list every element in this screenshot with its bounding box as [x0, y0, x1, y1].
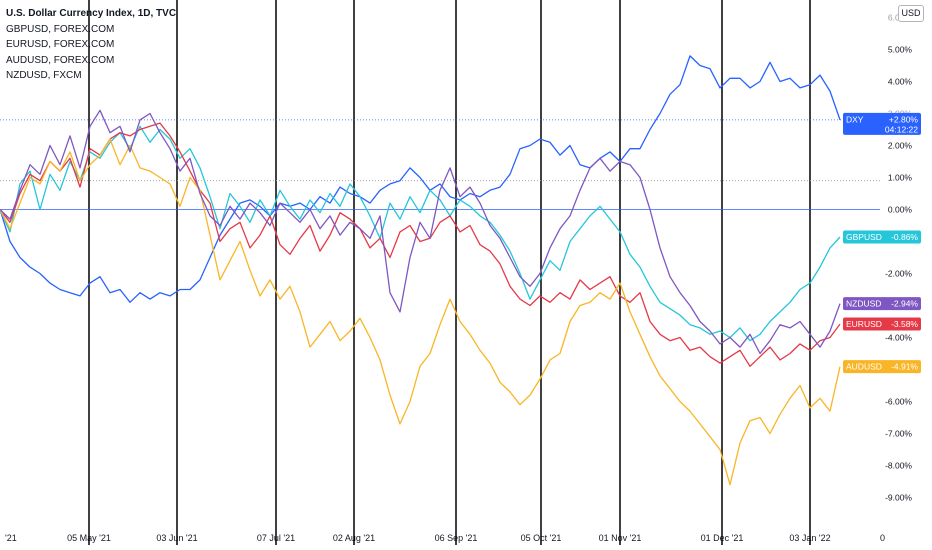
y-tick-label: 5.00% — [888, 45, 913, 55]
series-badge-value: +2.80% — [889, 114, 919, 124]
series-badge-eurusd — [843, 317, 921, 331]
series-badge-value: -3.58% — [891, 319, 918, 329]
series-badge-nzdusd — [843, 297, 921, 311]
legend-line-eurusd[interactable]: EURUSD, FOREX.COM — [6, 39, 115, 50]
legend-line-nzdusd[interactable]: NZDUSD, FXCM — [6, 70, 82, 81]
series-line-audusd — [0, 138, 841, 486]
series-badge-gbpusd — [843, 230, 921, 244]
currency-button[interactable]: USD — [898, 5, 924, 22]
series-badge-name: EURUSD — [846, 319, 882, 329]
series-badge-name: GBPUSD — [846, 232, 882, 242]
series-line-eurusd — [0, 122, 841, 367]
series-badge-dxy — [843, 112, 921, 135]
series-badge-name: AUDUSD — [846, 362, 882, 372]
x-tick-label: 0 — [880, 533, 885, 543]
series-badge-value: -0.86% — [891, 232, 918, 242]
x-tick-label: '21 — [5, 533, 17, 543]
y-tick-label: -4.00% — [885, 333, 912, 343]
series-line-nzdusd — [0, 109, 841, 355]
y-tick-label: 0.00% — [888, 205, 913, 215]
y-tick-label: -6.00% — [885, 397, 912, 407]
y-tick-label: -2.00% — [885, 269, 912, 279]
series-badge-value: -4.91% — [891, 362, 918, 372]
series-badge-countdown: 04:12:22 — [885, 124, 918, 134]
y-tick-label: -9.00% — [885, 493, 912, 503]
series-badge-value: -2.94% — [891, 299, 918, 309]
series-line-gbpusd — [0, 125, 841, 342]
y-tick-label: 1.00% — [888, 173, 913, 183]
legend-title[interactable]: U.S. Dollar Currency Index, 1D, TVC — [6, 8, 177, 19]
y-tick-label: 2.00% — [888, 141, 913, 151]
legend-line-gbpusd[interactable]: GBPUSD, FOREX.COM — [6, 23, 115, 35]
y-tick-label: 4.00% — [888, 77, 913, 87]
legend-line-audusd[interactable]: AUDUSD, FOREX.COM — [6, 54, 115, 66]
series-badge-audusd — [843, 360, 921, 374]
series-badge-name: NZDUSD — [846, 299, 881, 309]
legend: U.S. Dollar Currency Index, 1D, TVC GBPU… — [6, 6, 176, 84]
series-badge-name: DXY — [846, 114, 864, 124]
y-tick-label: -7.00% — [885, 429, 912, 439]
series-line-dxy — [0, 55, 841, 303]
y-tick-label: -8.00% — [885, 461, 912, 471]
